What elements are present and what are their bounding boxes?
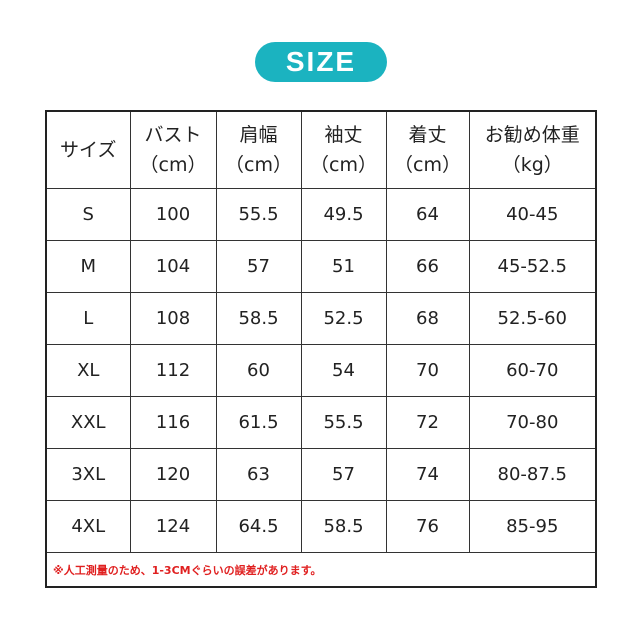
table-cell: M bbox=[45, 240, 131, 293]
header-unit: （kg） bbox=[501, 154, 563, 176]
table-cell: 74 bbox=[385, 448, 470, 501]
header-cell: 袖丈 （cm） bbox=[300, 110, 387, 189]
header-cell: お勧め体重 （kg） bbox=[468, 110, 597, 189]
table-cell: 58.5 bbox=[300, 500, 387, 553]
header-label: お勧め体重 bbox=[484, 124, 580, 146]
table-cell: 55.5 bbox=[300, 396, 387, 449]
table-cell: 60 bbox=[215, 344, 302, 397]
header-label: サイズ bbox=[60, 139, 117, 161]
header-unit: （cm） bbox=[139, 154, 207, 176]
table-cell: 76 bbox=[385, 500, 470, 553]
size-title-badge: SIZE bbox=[255, 42, 387, 82]
header-cell: バスト （cm） bbox=[129, 110, 217, 189]
table-cell: 61.5 bbox=[215, 396, 302, 449]
table-row: S 100 55.5 49.5 64 40-45 bbox=[45, 188, 597, 241]
measurement-note: ※人工測量のため、1-3CMぐらいの誤差があります。 bbox=[45, 552, 597, 588]
table-cell: 104 bbox=[129, 240, 217, 293]
table-cell: XXL bbox=[45, 396, 131, 449]
table-cell: 120 bbox=[129, 448, 217, 501]
table-cell: 68 bbox=[385, 292, 470, 345]
table-cell: 45-52.5 bbox=[468, 240, 597, 293]
table-cell: 72 bbox=[385, 396, 470, 449]
table-cell: 64.5 bbox=[215, 500, 302, 553]
table-cell: 80-87.5 bbox=[468, 448, 597, 501]
table-cell: 60-70 bbox=[468, 344, 597, 397]
table-cell: 51 bbox=[300, 240, 387, 293]
table-cell: 64 bbox=[385, 188, 470, 241]
table-cell: 70 bbox=[385, 344, 470, 397]
table-cell: 112 bbox=[129, 344, 217, 397]
header-cell: 肩幅 （cm） bbox=[215, 110, 302, 189]
table-cell: 108 bbox=[129, 292, 217, 345]
table-cell: 55.5 bbox=[215, 188, 302, 241]
header-label: 肩幅 bbox=[239, 124, 278, 146]
table-cell: 3XL bbox=[45, 448, 131, 501]
header-label: 袖丈 bbox=[324, 124, 363, 146]
table-cell: 66 bbox=[385, 240, 470, 293]
table-row: L 108 58.5 52.5 68 52.5-60 bbox=[45, 292, 597, 345]
table-cell: 100 bbox=[129, 188, 217, 241]
table-cell: 63 bbox=[215, 448, 302, 501]
header-row: サイズ バスト （cm） 肩幅 （cm） 袖丈 （cm） 着丈 （cm） お勧め体重 （kg） bbox=[45, 110, 597, 189]
table-cell: 54 bbox=[300, 344, 387, 397]
table-cell: S bbox=[45, 188, 131, 241]
header-label: バスト bbox=[144, 124, 202, 146]
table-cell: 85-95 bbox=[468, 500, 597, 553]
header-unit: （cm） bbox=[394, 154, 461, 176]
table-row: M 104 57 51 66 45-52.5 bbox=[45, 240, 597, 293]
table-row: 3XL 120 63 57 74 80-87.5 bbox=[45, 448, 597, 501]
table-cell: 49.5 bbox=[300, 188, 387, 241]
size-chart-table: サイズ バスト （cm） 肩幅 （cm） 袖丈 （cm） 着丈 （cm） お勧め体重 （kg） S 10… bbox=[45, 110, 597, 588]
table-cell: L bbox=[45, 292, 131, 345]
table-row: XXL 116 61.5 55.5 72 70-80 bbox=[45, 396, 597, 449]
table-cell: 58.5 bbox=[215, 292, 302, 345]
header-unit: （cm） bbox=[310, 154, 377, 176]
header-cell: 着丈 （cm） bbox=[385, 110, 470, 189]
header-label: 着丈 bbox=[408, 124, 447, 146]
header-cell: サイズ bbox=[45, 110, 131, 189]
table-row: XL 112 60 54 70 60-70 bbox=[45, 344, 597, 397]
table-cell: 70-80 bbox=[468, 396, 597, 449]
table-cell: 52.5-60 bbox=[468, 292, 597, 345]
table-cell: 52.5 bbox=[300, 292, 387, 345]
table-cell: 124 bbox=[129, 500, 217, 553]
table-cell: 57 bbox=[215, 240, 302, 293]
table-row: 4XL 124 64.5 58.5 76 85-95 bbox=[45, 500, 597, 553]
header-unit: （cm） bbox=[225, 154, 292, 176]
table-cell: 57 bbox=[300, 448, 387, 501]
table-cell: XL bbox=[45, 344, 131, 397]
table-cell: 4XL bbox=[45, 500, 131, 553]
table-cell: 116 bbox=[129, 396, 217, 449]
table-cell: 40-45 bbox=[468, 188, 597, 241]
